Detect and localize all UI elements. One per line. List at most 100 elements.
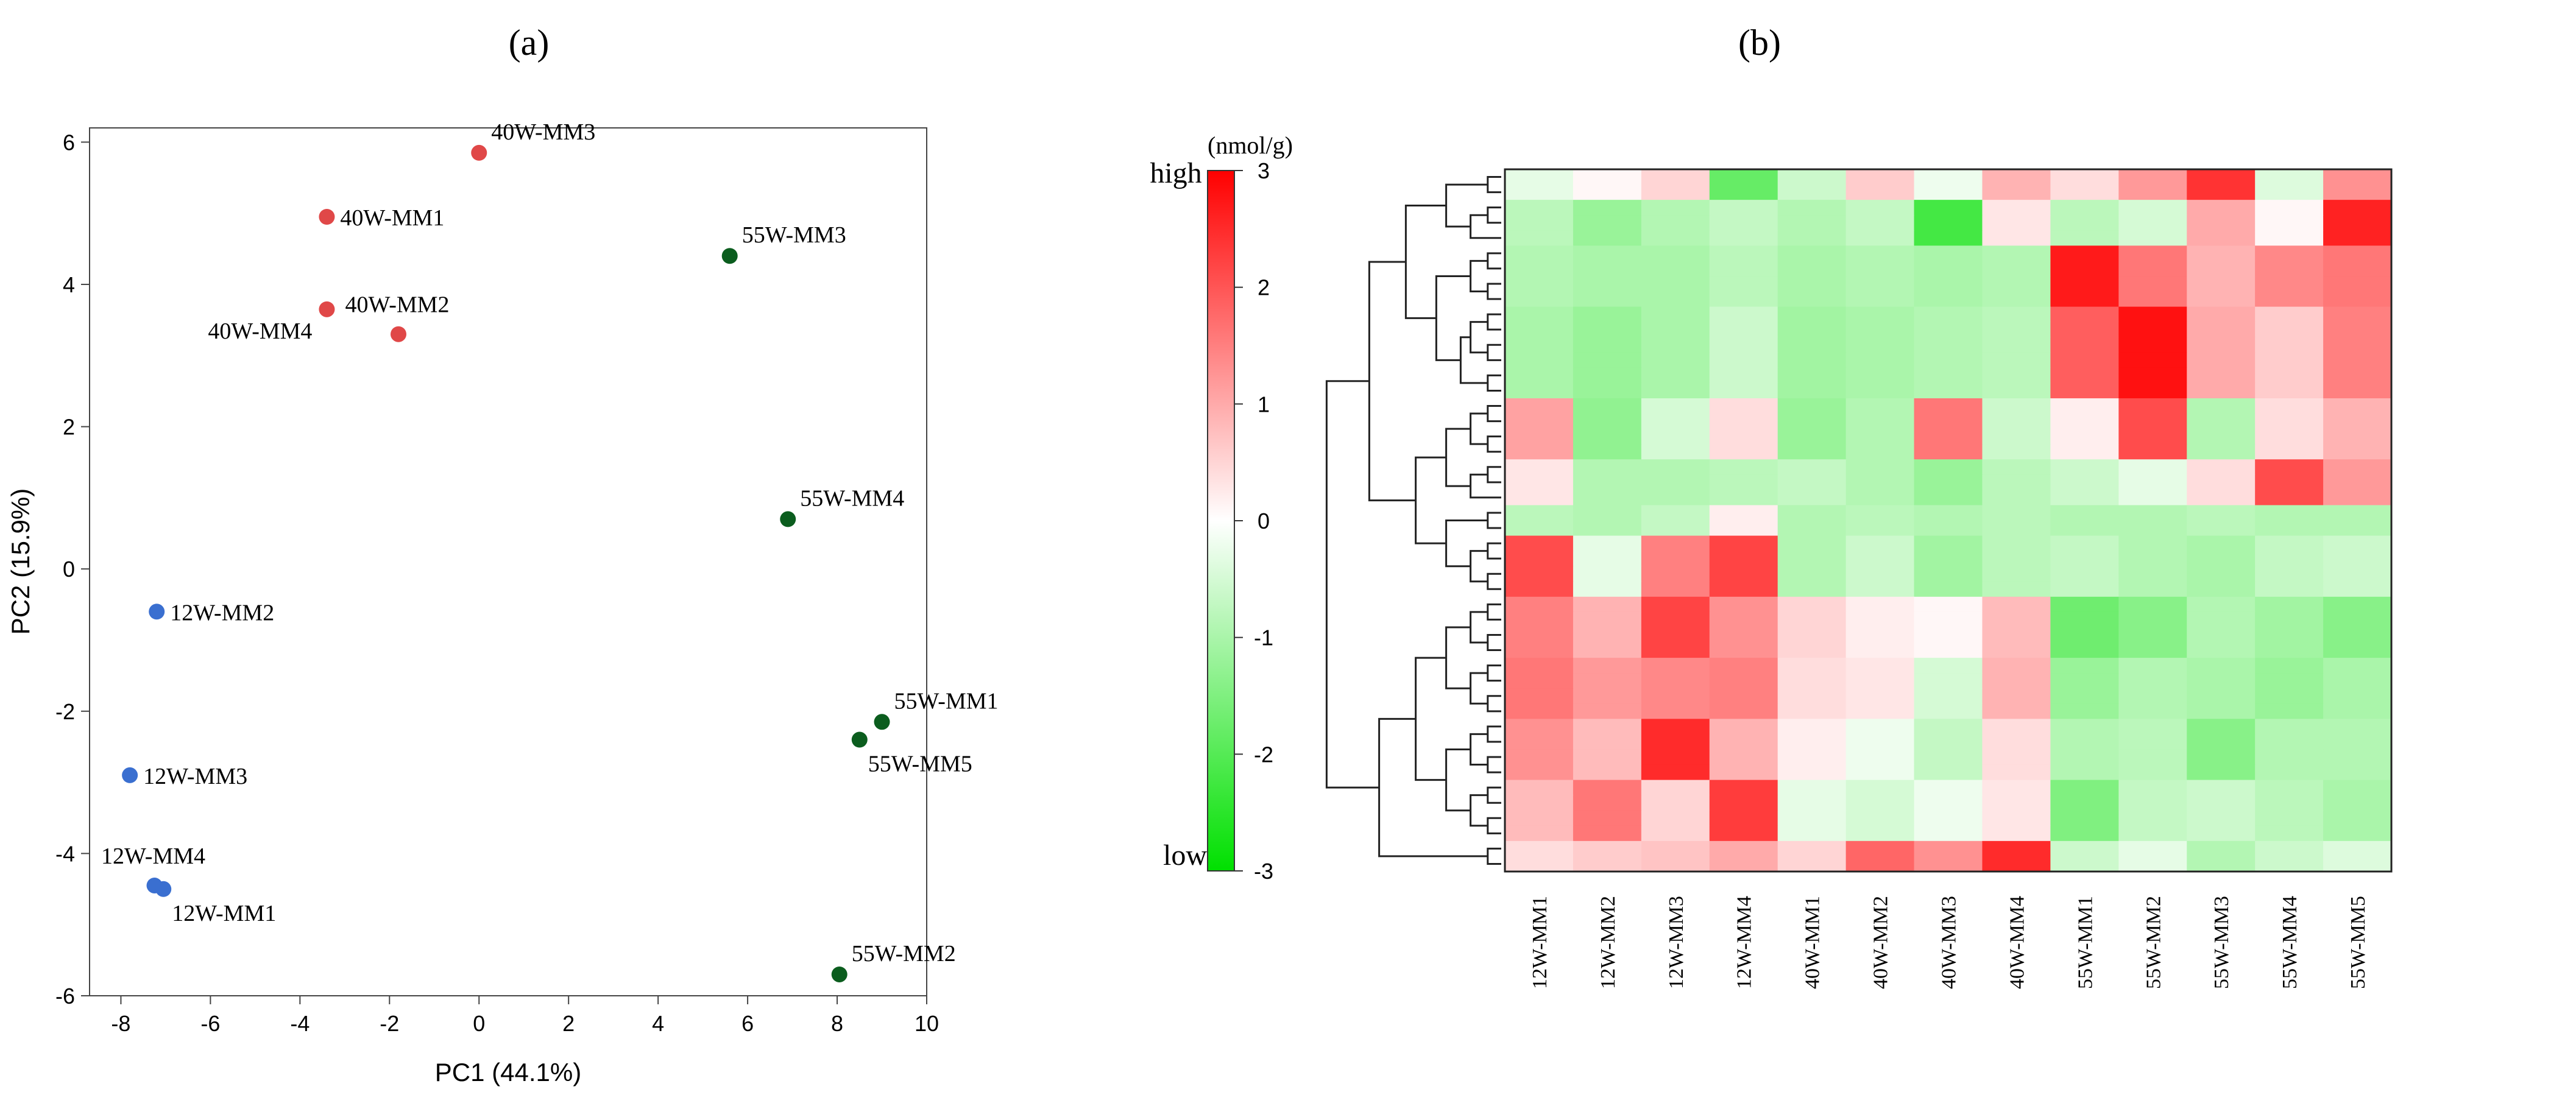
heatmap-cell <box>2255 261 2324 277</box>
heatmap-cell <box>1777 490 1847 506</box>
heatmap-cell <box>1573 444 1642 460</box>
heatmap-cell <box>1709 535 1778 552</box>
heatmap-cell <box>2187 322 2256 338</box>
point-label: 55W-MM1 <box>894 688 999 714</box>
heatmap-cell <box>1982 200 2051 216</box>
dendrogram-branch <box>1487 542 1501 560</box>
heatmap-cell <box>2323 398 2392 414</box>
heatmap-cell <box>2118 276 2187 292</box>
heatmap-cell <box>1914 658 1983 674</box>
data-point <box>471 144 487 161</box>
heatmap-cell <box>2187 306 2256 323</box>
heatmap-cell <box>2118 169 2187 185</box>
heatmap-cell <box>2050 230 2119 246</box>
heatmap-cell <box>2187 856 2256 872</box>
pca-scatter-plot: -8 -6 -4 -2 0 2 4 6 8 10 -6 -4 -2 0 2 4 6 40W-MM3 40W-MM1… <box>6 119 999 1087</box>
heatmap-cell <box>2323 352 2392 368</box>
heatmap-cell <box>1573 261 1642 277</box>
heatmap-cell <box>2255 459 2324 475</box>
heatmap-cell <box>1573 749 1642 766</box>
heatmap-cell <box>2118 840 2187 857</box>
heatmap-cell <box>2323 367 2392 384</box>
heatmap-cell <box>1914 367 1983 384</box>
heatmap-cell <box>1845 245 1915 261</box>
heatmap-cell <box>2187 551 2256 567</box>
heatmap-cell <box>1845 261 1915 277</box>
colorbar-tick-label: 2 <box>1258 275 1270 300</box>
heatmap-cell <box>2050 185 2119 200</box>
heatmap-cell <box>1641 276 1710 292</box>
x-tick-label: 6 <box>741 1011 754 1036</box>
heatmap-cell <box>1641 856 1710 872</box>
dendrogram-branch <box>1445 519 1488 568</box>
dendrogram-branch <box>1487 176 1501 194</box>
column-label: 12W-MM4 <box>1733 896 1756 989</box>
heatmap-cell <box>1709 322 1778 338</box>
heatmap-cell <box>2118 780 2187 796</box>
heatmap-cell <box>1845 795 1915 811</box>
heatmap-cell <box>1641 230 1710 246</box>
heatmap-cell <box>2323 291 2392 308</box>
heatmap-cell <box>2255 230 2324 246</box>
heatmap-cell <box>1709 643 1778 658</box>
heatmap-cell <box>1982 169 2051 185</box>
data-point <box>319 209 335 225</box>
heatmap-cell <box>2323 795 2392 811</box>
heatmap-cell <box>2323 764 2392 781</box>
heatmap-cell <box>1573 474 1642 490</box>
heatmap-cell <box>2323 261 2392 277</box>
heatmap-cell <box>1709 459 1778 475</box>
point-label: 55W-MM4 <box>800 485 904 511</box>
dendrogram-branch <box>1470 321 1488 354</box>
heatmap-cell <box>1777 688 1847 704</box>
heatmap-cell <box>2187 444 2256 460</box>
heatmap-cell <box>2187 764 2256 781</box>
heatmap-cell <box>1914 780 1983 796</box>
heatmap-cell <box>1845 444 1915 460</box>
heatmap-cell <box>1845 200 1915 216</box>
data-point <box>155 881 172 897</box>
heatmap-cell <box>2118 581 2187 597</box>
heatmap-cell <box>2323 505 2392 521</box>
heatmap-cell <box>1914 611 1983 628</box>
heatmap-cell <box>1777 169 1847 185</box>
heatmap-cell <box>2050 352 2119 368</box>
heatmap-cell <box>1777 276 1847 292</box>
heatmap-cell <box>1777 596 1847 613</box>
heatmap-cell <box>2323 658 2392 674</box>
heatmap-cell <box>1641 535 1710 552</box>
heatmap-cell <box>2255 581 2324 597</box>
heatmap-cell <box>1777 581 1847 597</box>
heatmap-cell <box>1709 840 1778 857</box>
heatmap-cell <box>1641 169 1710 185</box>
point-label: 55W-MM3 <box>742 222 846 248</box>
heatmap-cell <box>2255 840 2324 857</box>
heatmap-cell <box>1505 673 1574 689</box>
heatmap-cell <box>2187 474 2256 490</box>
heatmap-cell <box>2118 306 2187 323</box>
heatmap-cell <box>2118 535 2187 552</box>
heatmap-cell <box>1777 291 1847 308</box>
heatmap-cell <box>1982 627 2051 643</box>
heatmap-cell <box>1914 169 1983 185</box>
heatmap-cell <box>1914 490 1983 506</box>
heatmap-cell <box>2118 352 2187 368</box>
dendrogram-branch <box>1487 603 1501 621</box>
heatmap-cell <box>1914 825 1983 842</box>
heatmap-cell <box>2255 703 2324 719</box>
heatmap-cell <box>1573 825 1642 842</box>
heatmap-cell <box>1845 230 1915 246</box>
heatmap-cell <box>2323 382 2392 399</box>
heatmap-cell <box>1845 825 1915 842</box>
heatmap-cell <box>2255 291 2324 308</box>
heatmap-cell <box>2255 627 2324 643</box>
data-point <box>721 248 738 264</box>
heatmap-cell <box>2323 245 2392 261</box>
heatmap-cell <box>2050 245 2119 261</box>
heatmap-cell <box>1777 810 1847 826</box>
heatmap-cell <box>2323 215 2392 231</box>
heatmap-cell <box>1845 474 1915 490</box>
x-tick-label: -6 <box>200 1011 220 1036</box>
heatmap-cell <box>2050 734 2119 750</box>
heatmap-cell <box>2255 169 2324 185</box>
